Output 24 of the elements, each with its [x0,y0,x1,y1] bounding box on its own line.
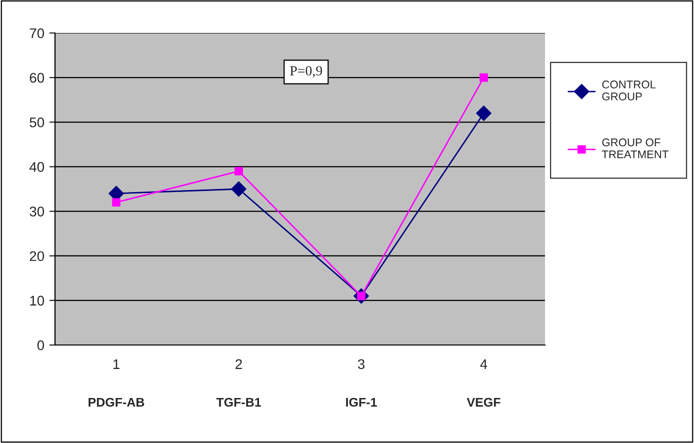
y-tick-label: 10 [30,296,44,306]
x-tick-label: 4 [480,359,488,369]
point [476,106,492,121]
point [112,198,120,207]
y-tick-label: 60 [30,72,44,83]
y-tick-label: 30 [30,206,44,216]
text: TGF-B1 [216,398,261,407]
point [480,73,488,82]
legend-label: CONTROL GROUP [602,80,656,100]
point [231,181,246,197]
y-tick-label: 40 [29,162,44,172]
point [234,167,243,176]
x-tick-label: 2 [236,359,242,369]
y-tick-label: 70 [30,28,44,38]
y-tick-label: 20 [30,251,44,262]
text: VEGF [466,398,500,407]
y-tick-label: 50 [30,117,44,128]
x-tick-label: 3 [358,359,364,370]
legend-label: GROUP OF TREATMENT [602,138,668,158]
y-tick-label: 0 [37,340,44,350]
text: IGF-1 [346,398,377,407]
x-tick-label: 1 [113,359,120,369]
text: PDGF-AB [88,398,144,407]
annotation: P=0,9 [290,66,322,78]
